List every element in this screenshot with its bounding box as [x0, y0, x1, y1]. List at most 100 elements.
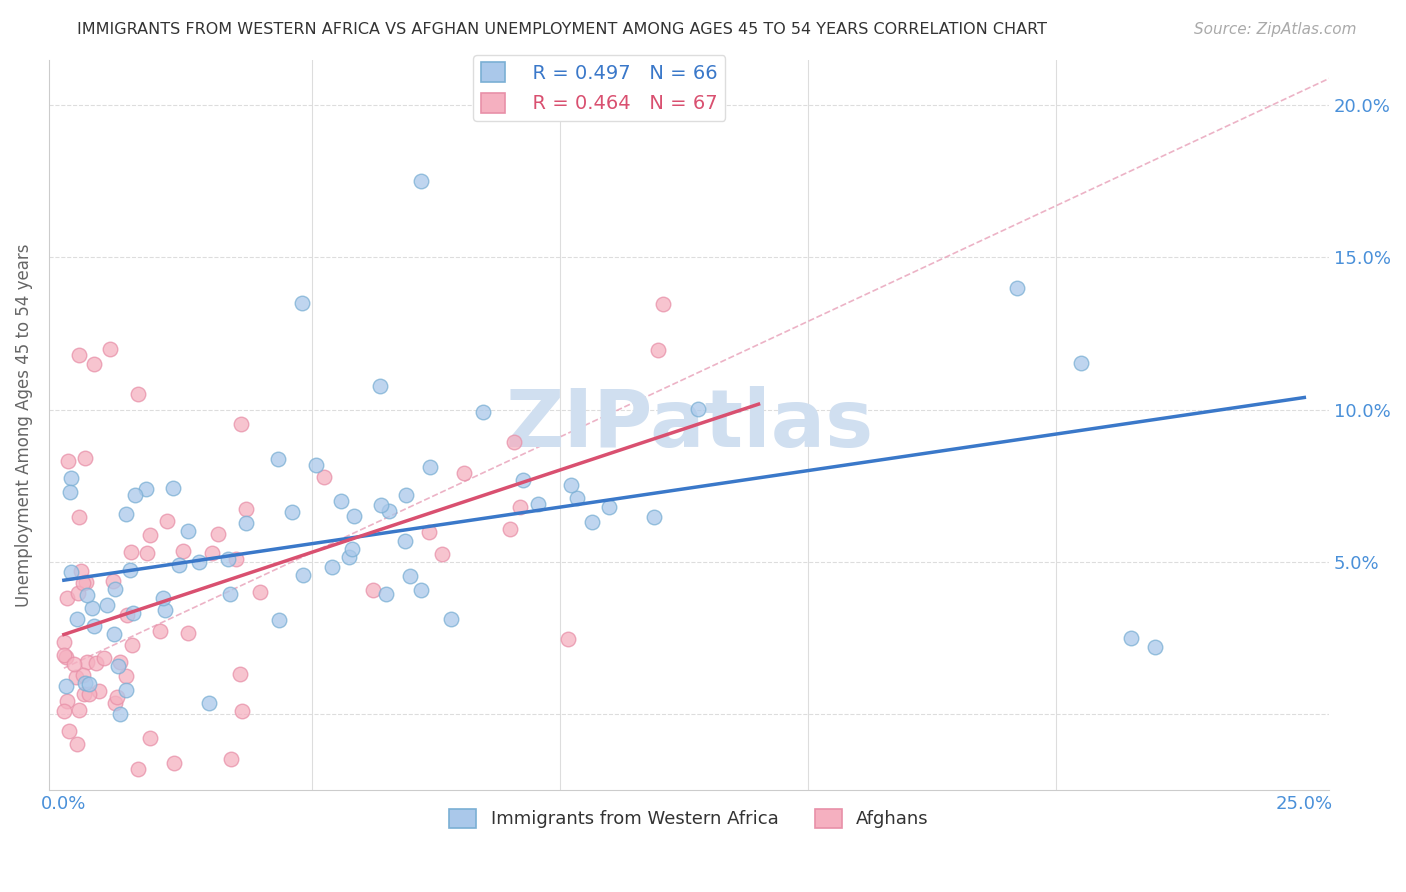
Point: [67, 703, 90, 717]
Point: [343, 508, 366, 523]
Point: [643, 509, 665, 524]
Point: [291, 296, 314, 310]
Text: Source: ZipAtlas.com: Source: ZipAtlas.com: [1194, 22, 1357, 37]
Point: [235, 501, 257, 516]
Point: [110, 655, 132, 669]
Point: [526, 497, 548, 511]
Point: [104, 696, 127, 710]
Point: [231, 704, 253, 718]
Point: [598, 500, 620, 514]
Point: [177, 626, 200, 640]
Point: [368, 379, 391, 393]
Point: [104, 582, 127, 597]
Point: [122, 606, 145, 620]
Point: [55, 649, 77, 664]
Point: [53, 648, 76, 663]
Point: [163, 756, 186, 770]
Point: [89, 683, 111, 698]
Point: [93, 651, 115, 665]
Point: [155, 602, 177, 616]
Point: [330, 493, 353, 508]
Point: [70, 564, 93, 578]
Point: [567, 491, 589, 505]
Point: [162, 481, 184, 495]
Point: [499, 523, 522, 537]
Point: [55, 679, 77, 693]
Point: [267, 613, 290, 627]
Point: [75, 574, 97, 589]
Point: [291, 567, 314, 582]
Point: [280, 505, 302, 519]
Point: [67, 348, 90, 362]
Point: [374, 587, 396, 601]
Point: [124, 488, 146, 502]
Point: [1119, 631, 1142, 645]
Point: [503, 435, 526, 450]
Point: [107, 658, 129, 673]
Point: [76, 655, 98, 669]
Point: [652, 297, 675, 311]
Point: [77, 687, 100, 701]
Point: [394, 533, 416, 548]
Point: [172, 544, 194, 558]
Point: [58, 724, 80, 739]
Point: [321, 560, 343, 574]
Point: [75, 675, 97, 690]
Point: [1070, 356, 1092, 370]
Point: [84, 656, 107, 670]
Point: [361, 582, 384, 597]
Point: [688, 402, 710, 417]
Point: [219, 752, 242, 766]
Point: [370, 498, 392, 512]
Point: [114, 507, 136, 521]
Point: [139, 731, 162, 746]
Point: [229, 666, 252, 681]
Point: [471, 405, 494, 419]
Point: [512, 473, 534, 487]
Point: [218, 586, 240, 600]
Point: [198, 696, 221, 710]
Point: [201, 546, 224, 560]
Y-axis label: Unemployment Among Ages 45 to 54 years: Unemployment Among Ages 45 to 54 years: [15, 243, 32, 607]
Point: [117, 607, 139, 622]
Point: [149, 624, 172, 638]
Point: [59, 485, 82, 500]
Point: [430, 547, 453, 561]
Point: [267, 452, 290, 467]
Point: [1144, 640, 1167, 654]
Point: [229, 417, 252, 431]
Point: [76, 588, 98, 602]
Point: [118, 564, 141, 578]
Point: [108, 706, 131, 721]
Point: [114, 669, 136, 683]
Point: [77, 677, 100, 691]
Point: [59, 471, 82, 485]
Point: [65, 670, 87, 684]
Point: [52, 704, 75, 718]
Point: [581, 516, 603, 530]
Point: [155, 515, 177, 529]
Point: [225, 551, 247, 566]
Point: [121, 638, 143, 652]
Point: [411, 174, 433, 188]
Text: ZIPatlas: ZIPatlas: [505, 385, 873, 464]
Point: [305, 458, 328, 472]
Point: [65, 612, 87, 626]
Point: [127, 762, 149, 776]
Point: [418, 525, 440, 540]
Point: [139, 528, 162, 542]
Point: [56, 591, 79, 605]
Point: [339, 550, 361, 565]
Point: [96, 598, 118, 612]
Point: [249, 585, 271, 599]
Point: [72, 668, 94, 682]
Point: [53, 635, 76, 649]
Point: [80, 600, 103, 615]
Point: [136, 546, 159, 560]
Point: [83, 619, 105, 633]
Point: [419, 459, 441, 474]
Point: [135, 482, 157, 496]
Point: [207, 527, 229, 541]
Point: [167, 558, 190, 572]
Point: [100, 342, 122, 356]
